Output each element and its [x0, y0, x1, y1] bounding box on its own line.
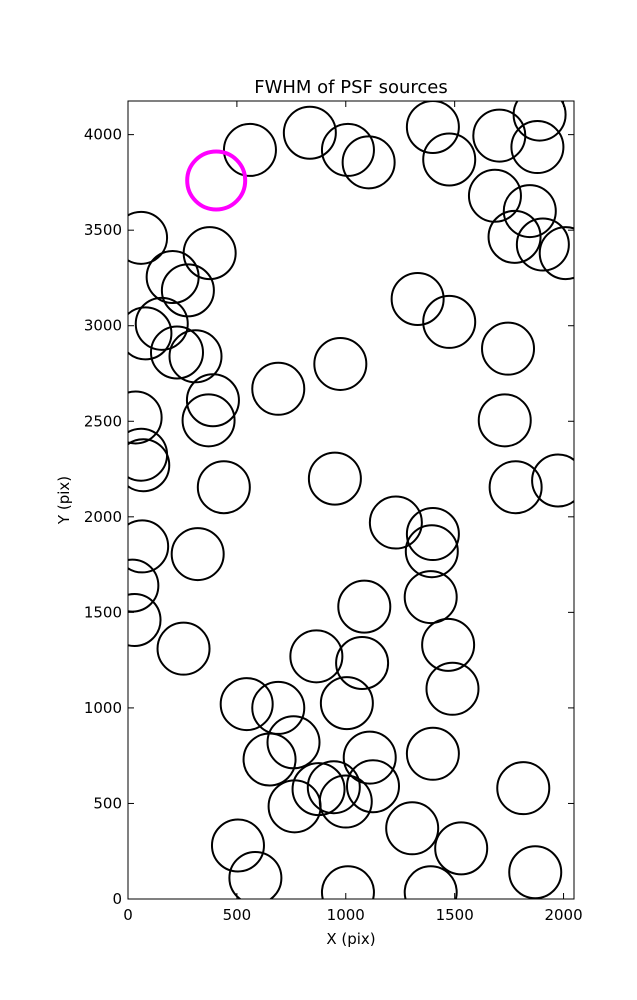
- psf-source-circle: [128, 210, 169, 265]
- y-tick-label: 1000: [84, 699, 122, 717]
- psf-source-circle: [337, 579, 392, 634]
- psf-source-circle: [145, 249, 200, 304]
- x-axis-label: X (pix): [326, 930, 375, 948]
- y-tick-label: 3500: [84, 221, 122, 239]
- psf-source-circle: [467, 168, 522, 223]
- psf-source-circle: [128, 593, 162, 647]
- psf-source-circle: [267, 779, 322, 834]
- psf-source-circle: [496, 761, 551, 816]
- psf-source-circle: [282, 105, 337, 160]
- psf-source-circle: [403, 865, 458, 899]
- psf-source-circle: [149, 325, 204, 380]
- psf-source-circle: [512, 101, 567, 142]
- psf-source-circle: [422, 294, 477, 349]
- psf-source-circle: [219, 677, 274, 732]
- psf-source-circle: [128, 306, 173, 361]
- psf-source-circle: [181, 393, 236, 448]
- psf-source-circle: [405, 101, 460, 154]
- psf-source-circle: [390, 271, 445, 326]
- psf-source-circle: [345, 759, 400, 814]
- psf-source-circle: [160, 263, 215, 318]
- psf-source-circle: [510, 120, 565, 175]
- psf-source-circle: [368, 495, 423, 550]
- psf-source-circle: [289, 629, 344, 684]
- psf-source-circle: [488, 460, 543, 515]
- psf-source-circle: [306, 760, 361, 815]
- psf-source-circle: [341, 135, 396, 190]
- psf-source-circle: [128, 519, 170, 574]
- psf-source-circle: [477, 393, 532, 448]
- psf-source-circle: [307, 451, 362, 506]
- psf-source-circle: [251, 361, 306, 416]
- psf-source-circle: [222, 122, 277, 177]
- psf-source-circle: [422, 132, 477, 187]
- psf-source-circle: [319, 676, 374, 731]
- psf-source-circle: [508, 845, 563, 899]
- y-tick-label: 500: [93, 794, 122, 812]
- y-tick-label: 0: [112, 890, 122, 908]
- psf-source-circle: [128, 427, 169, 482]
- psf-source-circle: [538, 226, 574, 281]
- psf-source-circle: [185, 373, 240, 428]
- psf-source-circle: [134, 296, 189, 351]
- y-tick-label: 2000: [84, 508, 122, 526]
- x-tick-label: 500: [223, 906, 252, 924]
- psf-source-circle: [515, 217, 570, 272]
- psf-source-circle: [318, 774, 373, 829]
- x-tick-label: 0: [123, 906, 133, 924]
- y-axis-label: Y (pix): [55, 476, 73, 525]
- psf-source-circle: [242, 732, 297, 787]
- psf-source-circle: [405, 507, 460, 562]
- psf-source-circle: [385, 801, 440, 856]
- psf-source-circle: [472, 108, 527, 163]
- highlight-source-circle: [185, 149, 248, 212]
- psf-source-circle: [196, 460, 251, 515]
- psf-source-circle: [434, 821, 489, 876]
- psf-source-circle: [128, 390, 163, 445]
- psf-source-circle: [425, 661, 480, 716]
- psf-source-circle: [502, 184, 557, 239]
- psf-source-circle: [128, 438, 171, 493]
- marks-layer: [128, 101, 574, 899]
- psf-source-circle: [320, 865, 375, 899]
- psf-source-circle: [335, 636, 390, 691]
- psf-source-circle: [487, 209, 542, 264]
- ticks-layer: 0 500 1000 1500 2000 0 500 1000 1500 2000 2500 3000…: [84, 101, 583, 924]
- psf-source-circle: [228, 850, 283, 899]
- psf-source-circle: [404, 524, 459, 579]
- chart-title: FWHM of PSF sources: [254, 77, 448, 98]
- x-tick-label: 1500: [436, 906, 474, 924]
- psf-source-circle: [266, 715, 321, 770]
- y-tick-label: 4000: [84, 126, 122, 144]
- psf-source-circle: [182, 226, 237, 281]
- psf-source-circle: [210, 818, 265, 873]
- psf-source-circle: [251, 680, 306, 735]
- psf-source-circle: [128, 558, 160, 613]
- x-tick-label: 2000: [544, 906, 582, 924]
- y-tick-label: 3000: [84, 317, 122, 335]
- psf-source-circle: [156, 621, 211, 676]
- psf-source-circle: [421, 617, 476, 672]
- plot-frame: [127, 100, 575, 900]
- psf-source-circle: [320, 122, 375, 177]
- y-tick-label: 1500: [84, 603, 122, 621]
- psf-source-circle: [313, 336, 368, 391]
- psf-source-circle: [405, 726, 460, 781]
- psf-source-circle: [342, 730, 397, 785]
- psf-source-circle: [531, 453, 574, 508]
- y-tick-label: 2500: [84, 412, 122, 430]
- psf-source-circle: [403, 570, 458, 625]
- psf-source-circle: [170, 527, 225, 582]
- psf-source-circle: [481, 321, 536, 376]
- x-tick-label: 1000: [327, 906, 365, 924]
